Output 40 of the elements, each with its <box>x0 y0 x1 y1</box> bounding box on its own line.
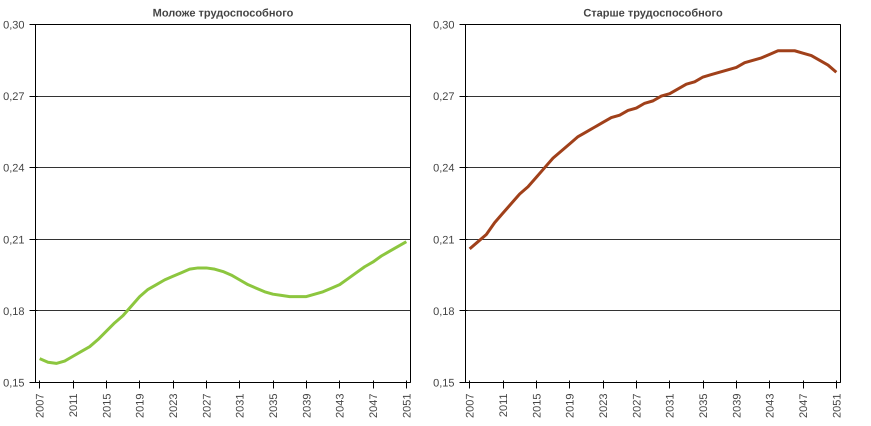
y-tick-label: 0,30 <box>433 20 455 32</box>
y-tick-label: 0,18 <box>433 306 455 318</box>
y-tick-label: 0,24 <box>3 162 25 175</box>
x-tick-label: 2051 <box>831 393 844 418</box>
y-tick-label: 0,18 <box>3 306 25 318</box>
x-tick-label: 2019 <box>564 393 577 418</box>
x-tick-label: 2039 <box>301 393 314 418</box>
y-tick-label: 0,15 <box>433 378 455 390</box>
y-tick-label: 0,27 <box>3 91 25 104</box>
x-tick-label: 2027 <box>201 393 214 418</box>
x-tick-label: 2031 <box>234 393 247 418</box>
x-tick-label: 2043 <box>334 393 347 418</box>
y-tick-label: 0,27 <box>433 91 455 104</box>
x-tick-label: 2047 <box>368 393 380 418</box>
x-tick-label: 2039 <box>731 393 744 418</box>
y-tick-label: 0,24 <box>433 162 455 175</box>
y-tick-label: 0,21 <box>3 234 25 246</box>
x-tick-label: 2019 <box>134 393 147 418</box>
x-tick-label: 2023 <box>168 393 180 418</box>
x-tick-label: 2035 <box>698 393 710 418</box>
x-tick-label: 2015 <box>101 393 114 418</box>
x-tick-label: 2023 <box>598 393 610 418</box>
chart-title: Старше трудоспособного <box>583 8 723 20</box>
x-tick-label: 2047 <box>798 393 810 418</box>
y-tick-label: 0,30 <box>3 20 25 32</box>
x-tick-label: 2035 <box>268 393 280 418</box>
x-tick-label: 2051 <box>401 393 414 418</box>
x-tick-label: 2011 <box>498 394 510 418</box>
x-tick-label: 2031 <box>664 393 677 418</box>
x-tick-label: 2007 <box>464 393 477 418</box>
y-tick-label: 0,15 <box>3 378 25 390</box>
x-tick-label: 2015 <box>531 393 544 418</box>
x-tick-label: 2043 <box>764 393 777 418</box>
chart-title: Моложе трудоспособного <box>152 8 294 20</box>
x-tick-label: 2007 <box>34 393 47 418</box>
line-series <box>468 49 838 250</box>
x-tick-label: 2011 <box>68 394 80 418</box>
y-tick-label: 0,21 <box>433 234 455 246</box>
x-tick-label: 2027 <box>631 393 644 418</box>
line-series <box>38 240 408 365</box>
